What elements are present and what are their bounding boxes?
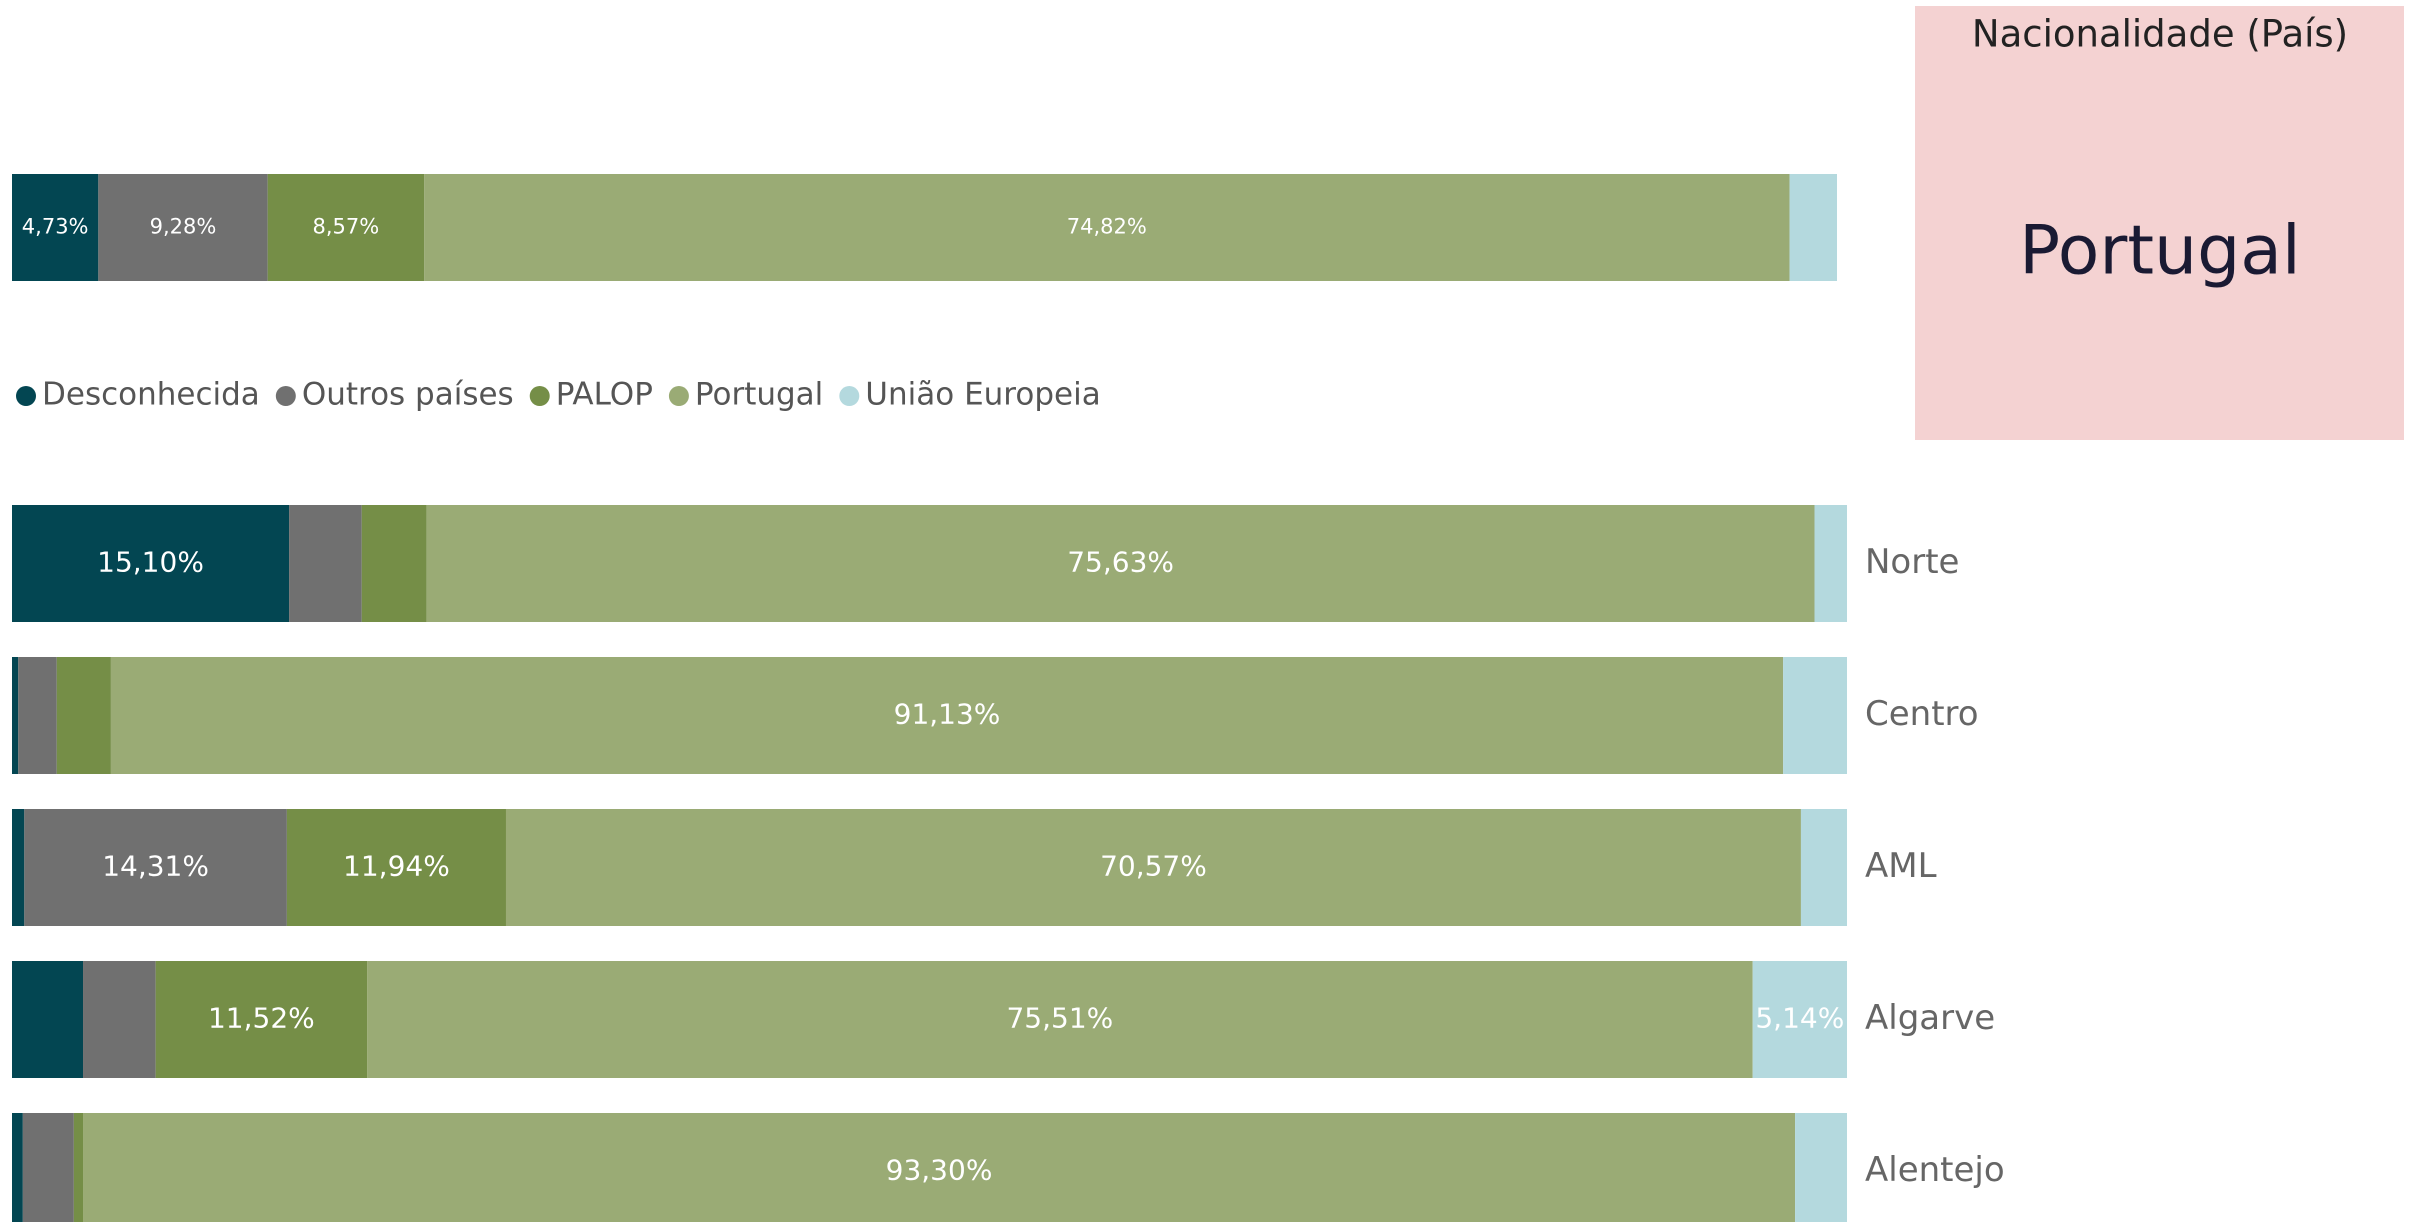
bar-segment	[12, 961, 84, 1078]
data-label: 8,57%	[313, 215, 380, 239]
data-label: 74,82%	[1067, 215, 1147, 239]
data-label: 11,52%	[208, 1002, 315, 1035]
data-label: 5,14%	[1755, 1002, 1844, 1035]
bar-segment	[267, 174, 425, 281]
bar-segment	[286, 809, 506, 926]
legend-marker	[839, 386, 860, 406]
bar-segment	[289, 505, 362, 622]
category-label: Norte	[1865, 542, 1959, 582]
data-label: 75,63%	[1067, 546, 1174, 579]
bar-segment	[12, 505, 290, 622]
bar-segment	[1814, 505, 1847, 622]
card-value: Portugal	[2019, 212, 2301, 291]
legend-label: União Europeia	[865, 377, 1100, 413]
data-label: 91,13%	[894, 698, 1001, 731]
bar-segment	[1800, 809, 1847, 926]
bar-segment	[155, 961, 368, 1078]
bar-segment	[1795, 1113, 1847, 1226]
category-label: AML	[1865, 846, 1937, 886]
bar-segment	[1752, 961, 1847, 1078]
data-label: 9,28%	[150, 215, 217, 239]
data-label: 15,10%	[97, 546, 204, 579]
bar-segment	[98, 174, 268, 281]
legend-marker	[529, 386, 550, 406]
bar-segment	[18, 657, 57, 774]
bar-segment	[1789, 174, 1837, 281]
category-label: Alentejo	[1865, 1150, 2005, 1190]
bar-segment	[12, 657, 19, 774]
legend-marker	[16, 386, 36, 406]
bar-segment	[73, 1113, 84, 1226]
legend-label: PALOP	[556, 377, 653, 413]
bar-segment	[361, 505, 427, 622]
card-title: Nacionalidade (País)	[1972, 13, 2348, 56]
legend-label: Portugal	[695, 377, 823, 413]
bar-segment	[24, 809, 287, 926]
bar-segment	[22, 1113, 74, 1226]
bar-segment	[12, 809, 25, 926]
legend-label: Outros países	[302, 377, 514, 413]
bar-segment	[426, 505, 1815, 622]
legend-label: Desconhecida	[42, 377, 260, 413]
bar-segment	[83, 961, 156, 1078]
bar-segment	[83, 1113, 1796, 1226]
bar-segment	[110, 657, 1784, 774]
category-label: Algarve	[1865, 998, 1995, 1038]
bar-segment	[424, 174, 1790, 281]
data-label: 93,30%	[886, 1154, 993, 1187]
bar-segment	[367, 961, 1753, 1078]
bar-segment	[505, 809, 1801, 926]
data-label: 75,51%	[1006, 1002, 1113, 1035]
bar-segment	[56, 657, 111, 774]
card	[1915, 6, 2404, 440]
data-label: 70,57%	[1100, 850, 1207, 883]
category-label: Centro	[1865, 694, 1979, 734]
bar-segment	[12, 1113, 23, 1226]
data-label: 4,73%	[22, 215, 89, 239]
legend-marker	[668, 386, 689, 406]
data-label: 11,94%	[343, 850, 450, 883]
bar-segment	[12, 174, 99, 281]
data-label: 14,31%	[102, 850, 209, 883]
legend-marker	[275, 386, 296, 406]
bar-segment	[1783, 657, 1847, 774]
